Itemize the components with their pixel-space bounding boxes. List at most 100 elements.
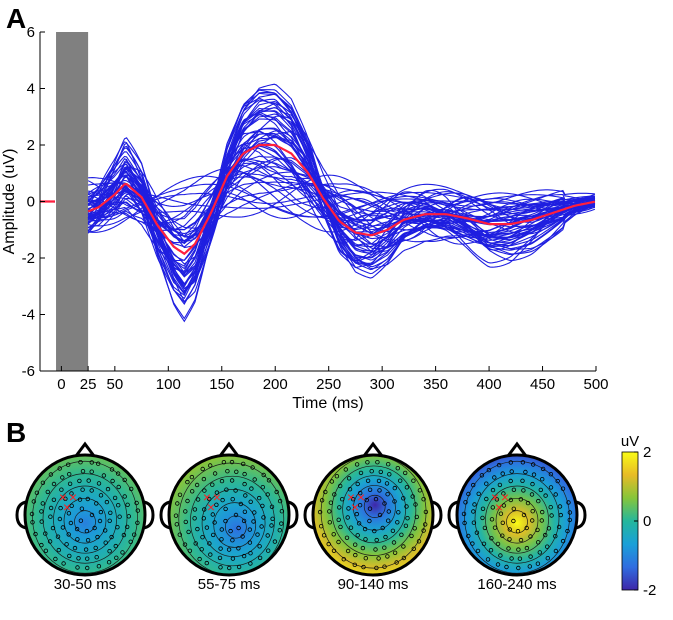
electrode xyxy=(474,530,480,535)
electrode xyxy=(107,549,112,554)
y-tick-label: 0 xyxy=(27,194,35,211)
electrode xyxy=(60,475,65,480)
electrode xyxy=(219,537,224,542)
electrode xyxy=(549,513,554,518)
contour-line xyxy=(353,485,396,531)
electrode xyxy=(59,487,64,492)
electrode xyxy=(175,501,180,506)
electrode xyxy=(535,527,540,533)
electrode xyxy=(378,469,383,475)
electrode xyxy=(115,471,121,476)
electrode xyxy=(463,500,468,505)
electrode xyxy=(43,531,48,536)
electrode xyxy=(40,501,45,506)
electrode xyxy=(423,509,429,515)
electrode xyxy=(109,534,114,540)
electrode xyxy=(89,512,95,518)
stimulation-marker: × xyxy=(495,499,503,515)
electrode xyxy=(192,507,198,512)
electrode xyxy=(272,539,278,544)
electrode xyxy=(207,541,212,546)
electrode xyxy=(115,525,120,530)
electrode xyxy=(234,469,239,474)
electrode xyxy=(495,562,501,567)
topomap-time-window: 30-50 ms xyxy=(54,576,117,593)
electrode xyxy=(387,472,392,477)
electrode xyxy=(556,524,562,530)
electrode xyxy=(363,556,368,561)
head-outline xyxy=(455,453,579,577)
electrode xyxy=(220,497,225,503)
electrode xyxy=(530,518,535,523)
electrode xyxy=(39,519,44,524)
nose xyxy=(74,441,96,457)
electrode xyxy=(553,548,559,554)
electrode xyxy=(508,460,513,465)
electrode xyxy=(382,564,387,569)
electrode xyxy=(394,560,399,565)
contour-line xyxy=(53,485,117,554)
electrode xyxy=(66,532,71,537)
electrode xyxy=(95,461,101,466)
y-tick-label: 2 xyxy=(27,137,35,154)
electrode xyxy=(506,546,511,551)
electrode xyxy=(386,518,391,523)
electrode xyxy=(124,524,130,530)
colorbar-tick-label: 2 xyxy=(643,444,651,461)
electrode xyxy=(217,555,223,561)
electrode xyxy=(110,478,115,484)
electrode xyxy=(383,534,388,540)
electrode xyxy=(76,556,81,561)
electrode xyxy=(348,525,354,530)
electrode xyxy=(120,550,125,555)
right-ear xyxy=(431,500,443,530)
electrode xyxy=(201,507,207,512)
left-ear xyxy=(303,500,315,530)
electrode xyxy=(530,481,535,487)
topomap-time-window: 160-240 ms xyxy=(477,576,556,593)
stimulus-artifact-shading xyxy=(56,32,89,371)
electrode xyxy=(240,534,245,539)
electrode xyxy=(497,482,503,488)
electrode xyxy=(504,564,509,570)
x-tick-label: 500 xyxy=(583,376,608,393)
y-axis-label: Amplitude (uV) xyxy=(1,149,18,255)
electrode xyxy=(98,509,104,515)
electrode xyxy=(58,505,63,511)
panel-b: B × ××30-50 ms× ××55-75 ms× ××90-140 ms× ××1… xyxy=(6,417,656,599)
electrode xyxy=(85,538,91,543)
electrode xyxy=(421,497,426,502)
electrode xyxy=(39,542,44,548)
electrode xyxy=(326,541,331,547)
electrode xyxy=(39,509,44,514)
electrode xyxy=(524,525,529,531)
electrode xyxy=(405,516,410,521)
electrode xyxy=(495,541,501,547)
electrode xyxy=(484,481,489,486)
x-tick-label: 25 xyxy=(80,376,97,393)
electrode xyxy=(195,497,201,502)
electrode xyxy=(336,517,341,522)
electrode xyxy=(116,484,121,490)
colorbar-tick-label: 0 xyxy=(643,513,651,530)
electrode xyxy=(421,528,426,533)
electrode xyxy=(269,504,275,509)
topomap: × ×× 90-140 ms xyxy=(303,441,443,593)
electrode xyxy=(121,532,127,538)
electrode xyxy=(218,546,223,551)
y-tick-label: 4 xyxy=(27,81,35,98)
electrode xyxy=(382,501,387,506)
electrode xyxy=(476,491,481,496)
electrode xyxy=(210,482,215,487)
contour-line xyxy=(225,515,247,539)
electrode xyxy=(338,483,343,489)
electrode xyxy=(201,476,207,482)
electrode xyxy=(230,538,235,543)
electrode xyxy=(199,547,204,552)
electrode xyxy=(362,526,368,532)
electrode xyxy=(79,506,85,511)
electrode xyxy=(557,504,563,509)
electrode xyxy=(317,509,323,515)
electrode xyxy=(48,514,53,519)
electrode xyxy=(104,499,110,505)
